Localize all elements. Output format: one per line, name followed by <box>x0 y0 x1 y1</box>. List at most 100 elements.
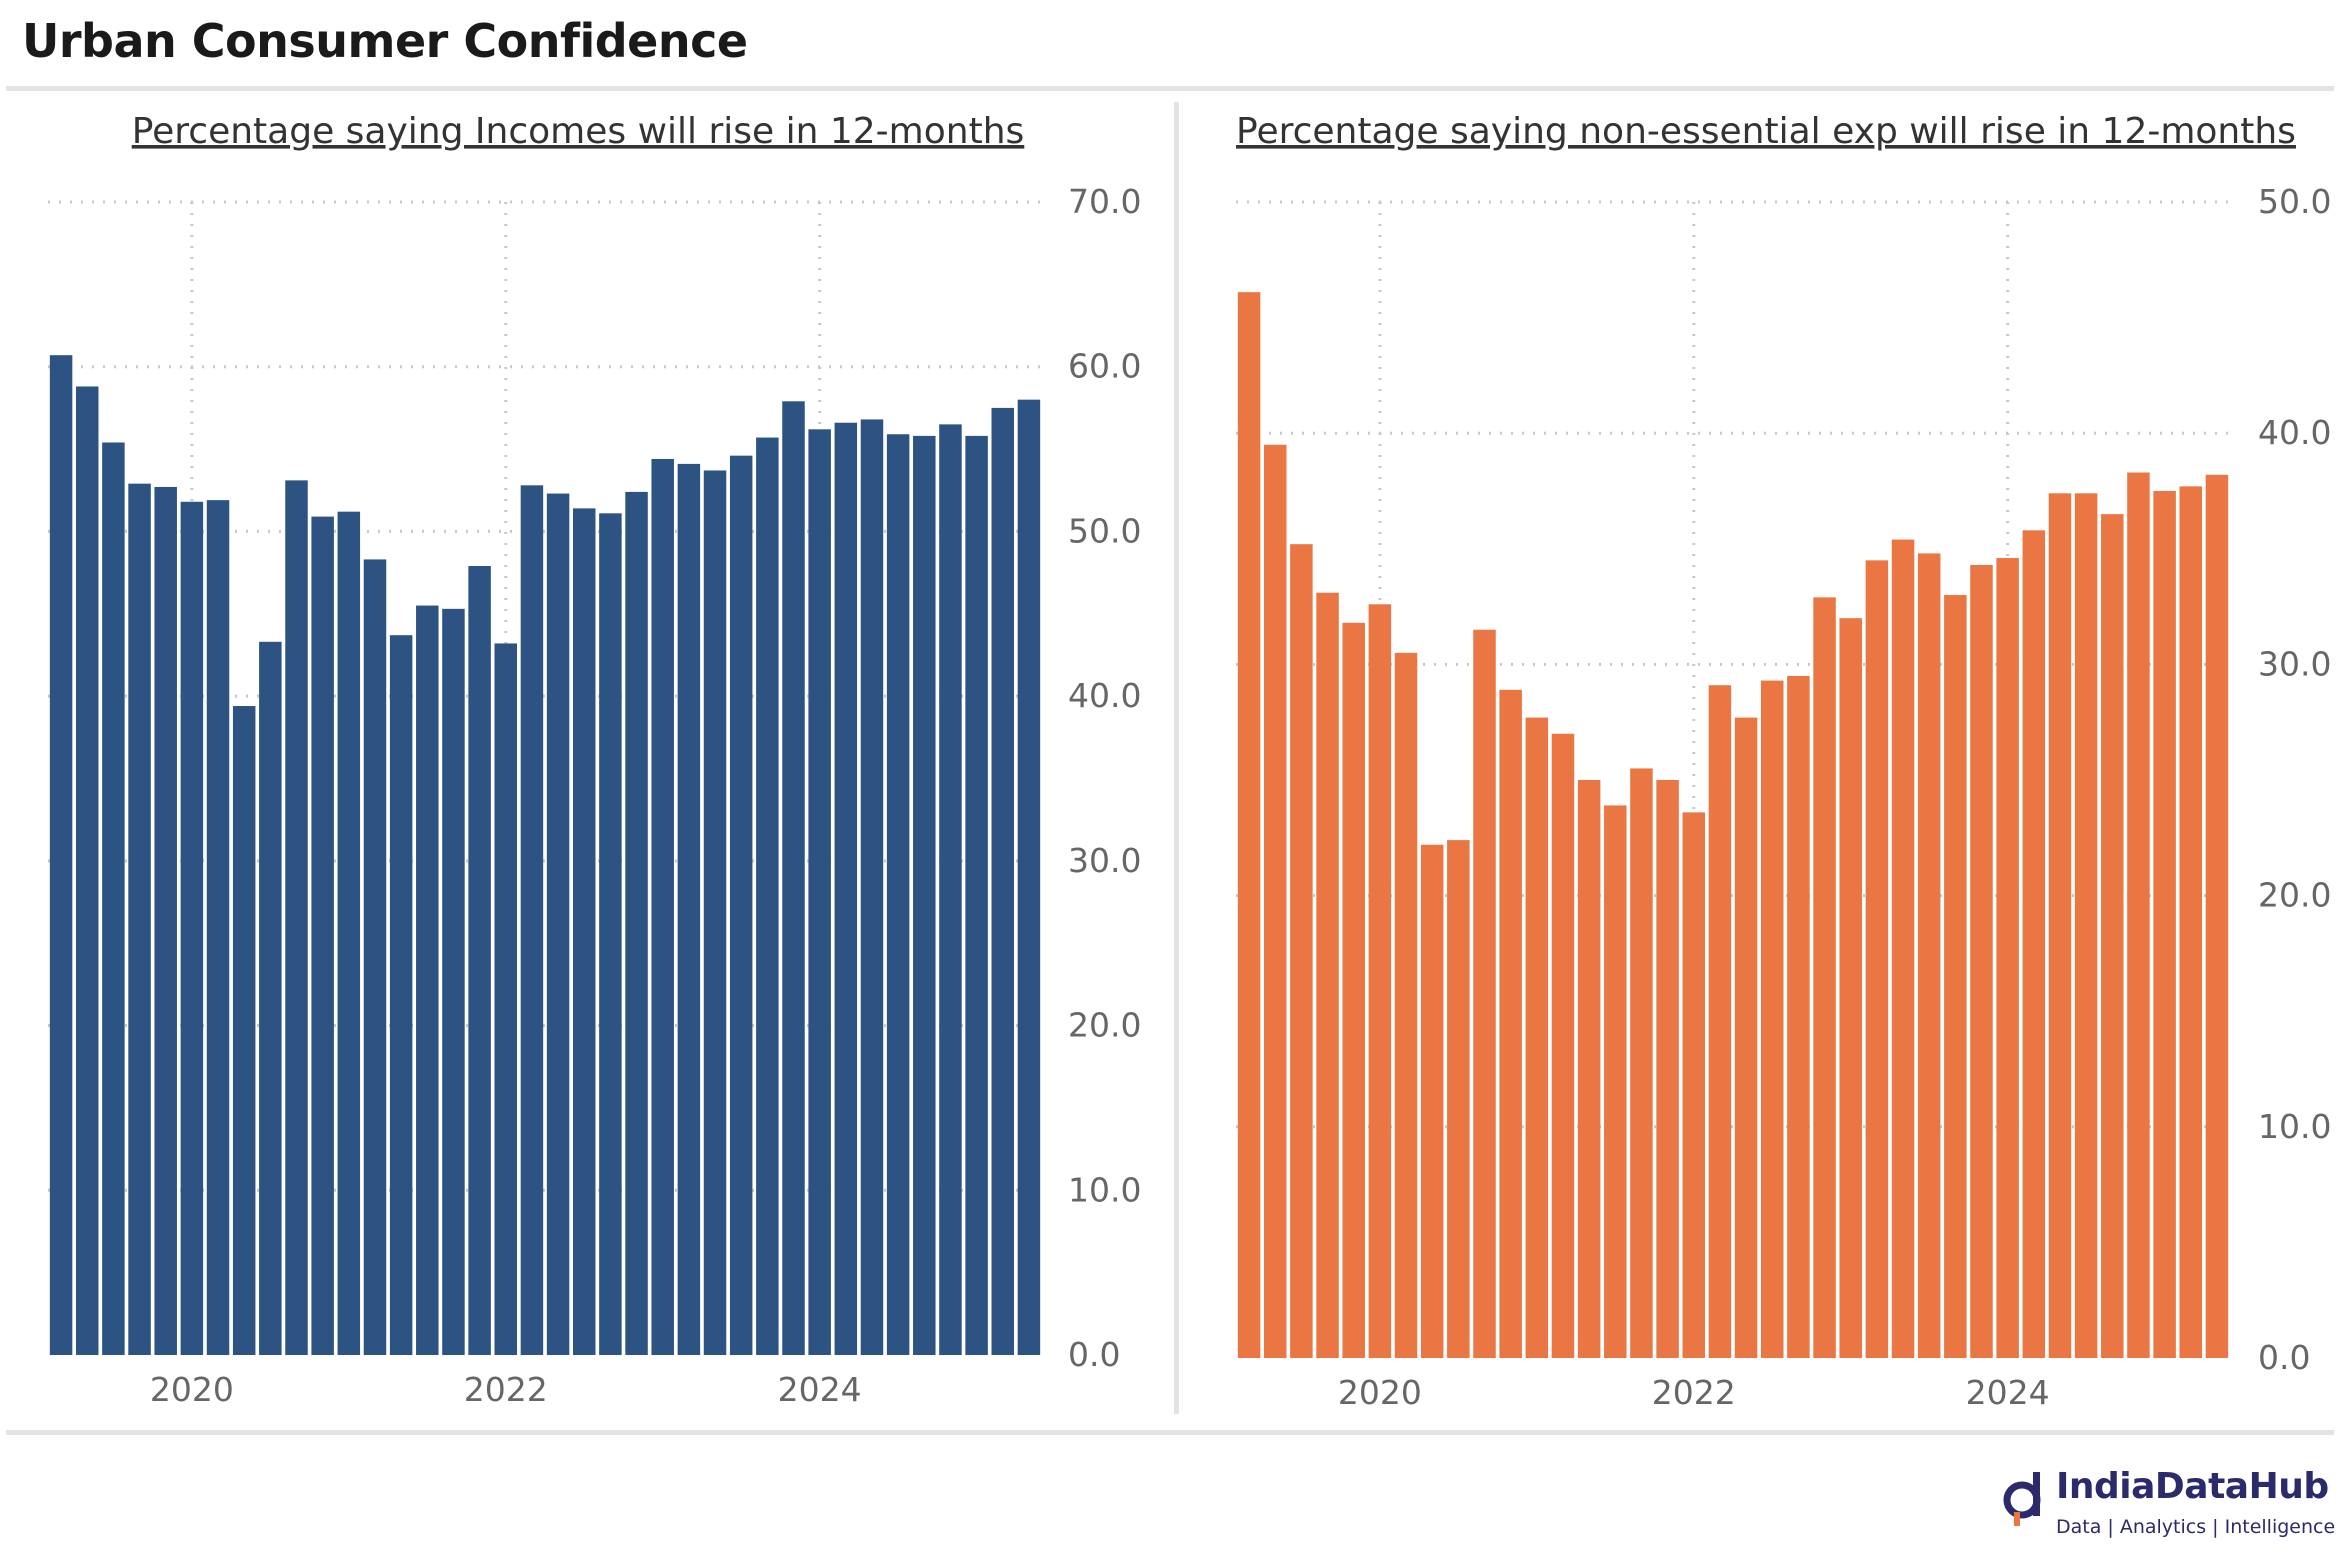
bar <box>2153 491 2176 1358</box>
bar-layer <box>49 355 1041 1356</box>
bar <box>1682 812 1706 1358</box>
bar <box>1525 717 1549 1358</box>
bar <box>1290 544 1313 1358</box>
bar <box>2127 472 2150 1358</box>
panel-divider <box>1174 102 1179 1414</box>
bar <box>2048 493 2072 1358</box>
bar <box>1551 733 1575 1358</box>
bar <box>154 486 177 1356</box>
bar <box>625 491 648 1355</box>
bar <box>2074 493 2098 1358</box>
bar <box>1316 592 1339 1358</box>
bar <box>520 485 544 1355</box>
x-tick-label: 2020 <box>150 1370 234 1409</box>
bar <box>1368 604 1392 1358</box>
bar <box>75 386 99 1356</box>
brand-logo-block: IndiaDataHub Data | Analytics | Intellig… <box>2000 1466 2336 1546</box>
bar <box>756 437 779 1355</box>
bar <box>442 608 465 1355</box>
y-tick-label: 70.0 <box>1068 182 1141 221</box>
bar <box>128 483 151 1355</box>
bar <box>1630 768 1653 1358</box>
bar <box>1263 444 1287 1358</box>
bar <box>494 643 518 1355</box>
bar <box>677 463 701 1355</box>
bar <box>1944 595 1967 1358</box>
bar <box>337 511 361 1356</box>
bar <box>468 566 491 1355</box>
bar <box>102 442 125 1355</box>
bar <box>599 513 622 1355</box>
chart-title: Percentage saying non-essential exp will… <box>1236 111 2296 152</box>
x-tick-label: 2020 <box>1338 1373 1422 1412</box>
bar <box>703 470 727 1356</box>
bar <box>1017 399 1041 1356</box>
bar <box>1813 597 1836 1358</box>
bar <box>1891 539 1915 1358</box>
bar <box>1447 840 1470 1358</box>
bar <box>311 516 334 1355</box>
bar <box>1473 629 1496 1358</box>
y-tick-label: 10.0 <box>2258 1107 2331 1146</box>
y-tick-label: 60.0 <box>1068 347 1141 386</box>
bar <box>206 500 230 1356</box>
bar <box>1394 652 1418 1358</box>
y-tick-label: 30.0 <box>1068 841 1141 880</box>
bar <box>363 559 387 1355</box>
bar <box>1656 780 1679 1358</box>
expenditure-chart: Percentage saying non-essential exp will… <box>1236 111 2331 1412</box>
bar <box>1604 805 1627 1358</box>
bar <box>1420 844 1444 1358</box>
x-tick-label: 2024 <box>1966 1373 2050 1412</box>
x-tick-label: 2022 <box>464 1370 548 1409</box>
bar <box>1787 675 1810 1358</box>
bar <box>1499 689 1522 1358</box>
bar <box>834 422 858 1355</box>
bar <box>729 455 753 1355</box>
bar <box>1237 292 1261 1359</box>
x-tick-label: 2024 <box>778 1370 862 1409</box>
bar <box>259 641 282 1355</box>
bar <box>965 435 988 1355</box>
y-tick-label: 0.0 <box>2258 1338 2310 1377</box>
bar <box>913 435 936 1355</box>
bar <box>2022 530 2046 1358</box>
bar <box>939 424 962 1356</box>
x-tick-label: 2022 <box>1652 1373 1736 1412</box>
bar <box>416 605 439 1355</box>
bar <box>546 493 570 1355</box>
brand-tagline: Data | Analytics | Intelligence <box>2056 1516 2336 1538</box>
bar <box>782 401 805 1355</box>
bar <box>49 355 73 1355</box>
bar <box>1342 622 1365 1358</box>
bar <box>651 458 674 1355</box>
page-title: Urban Consumer Confidence <box>22 14 748 68</box>
bar <box>1970 564 1993 1358</box>
bar <box>180 501 204 1355</box>
y-tick-label: 50.0 <box>1068 511 1141 550</box>
bar <box>2205 474 2229 1358</box>
bar <box>1917 553 1941 1358</box>
bar <box>1708 685 1732 1358</box>
y-tick-label: 20.0 <box>2258 876 2331 915</box>
bottom-divider <box>6 1430 2334 1435</box>
bar <box>991 407 1015 1356</box>
bar <box>2179 486 2203 1359</box>
top-divider <box>6 86 2334 91</box>
y-axis: 0.0 10.0 20.0 30.0 40.0 50.0 <box>2258 182 2331 1377</box>
bar <box>1760 680 1784 1358</box>
brand-name: IndiaDataHub <box>2056 1466 2329 1507</box>
bar <box>1734 717 1758 1358</box>
bar <box>285 480 308 1355</box>
x-axis: 2020 2022 2024 <box>1338 1373 2050 1412</box>
bar <box>389 635 413 1355</box>
y-tick-label: 0.0 <box>1068 1335 1120 1374</box>
y-tick-label: 20.0 <box>1068 1006 1141 1045</box>
y-tick-label: 40.0 <box>1068 676 1141 715</box>
y-tick-label: 50.0 <box>2258 182 2331 221</box>
y-tick-label: 30.0 <box>2258 644 2331 683</box>
bar <box>860 419 884 1355</box>
y-tick-label: 10.0 <box>1068 1170 1141 1209</box>
bar <box>2101 514 2124 1358</box>
bar <box>232 706 256 1355</box>
